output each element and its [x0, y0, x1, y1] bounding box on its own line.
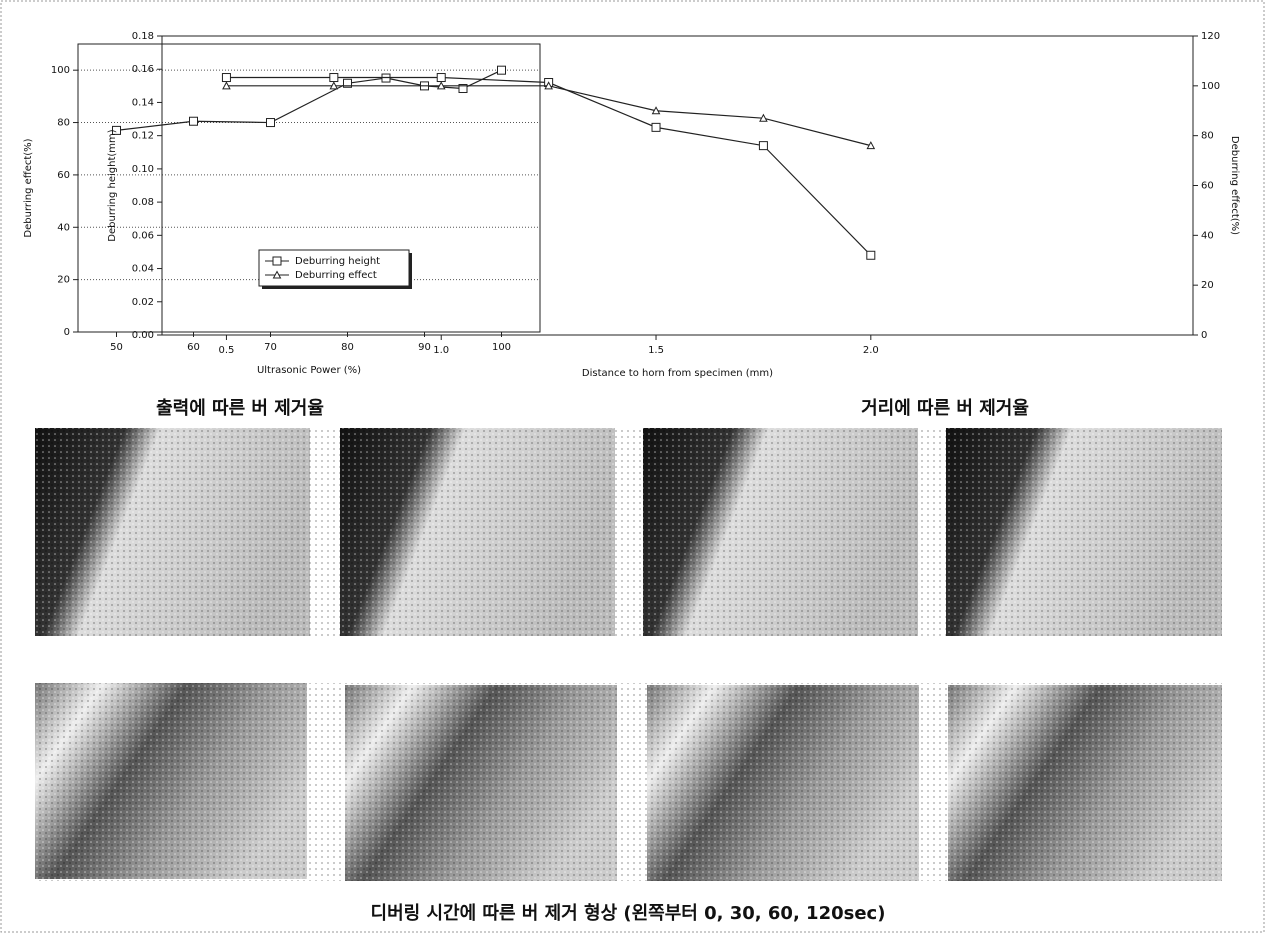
x-tick-label: 0.5: [218, 345, 234, 356]
data-line: [226, 76, 872, 256]
marker: [343, 78, 352, 88]
y-axis-label: Deburring height(mm): [107, 129, 118, 241]
y-tick-label: 0.18: [132, 31, 154, 42]
y-tick-label: 0.04: [132, 264, 154, 275]
marker: [544, 81, 553, 90]
legend-label: Deburring height: [295, 256, 380, 267]
y2-tick-label: 100: [1201, 81, 1220, 92]
marker: [436, 81, 446, 90]
y2-tick-label: 80: [1201, 131, 1214, 142]
marker: [759, 113, 768, 122]
marker: [266, 118, 275, 128]
y-tick-label: 0.10: [132, 164, 154, 175]
sem-texture: [35, 428, 1222, 636]
y2-axis-label: Deburring effect(%): [1229, 136, 1240, 235]
x-tick-label: 60: [187, 342, 200, 353]
sem-texture: [35, 683, 1222, 881]
y2-tick-label: 20: [1201, 280, 1214, 291]
marker: [112, 125, 121, 135]
y-tick-label: 0.12: [132, 131, 154, 142]
x-tick-label: 90: [418, 342, 431, 353]
y-tick-label: 0.02: [132, 297, 154, 308]
legend: [258, 249, 410, 287]
plot-frame: [161, 35, 1194, 336]
x-tick-label: 100: [492, 342, 511, 353]
y-tick-label: 0.06: [132, 230, 154, 241]
marker: [329, 81, 339, 90]
x-axis-label: Ultrasonic Power (%): [257, 365, 361, 376]
data-line: [116, 69, 502, 131]
y-tick-label: 100: [51, 65, 70, 76]
marker: [436, 73, 446, 83]
y-tick-label: 0.14: [132, 97, 154, 108]
marker: [458, 84, 468, 94]
marker: [866, 141, 876, 150]
y-tick-label: 20: [57, 275, 70, 286]
sem-images: [35, 428, 1222, 881]
x-tick-label: 1.5: [648, 345, 664, 356]
y2-tick-label: 0: [1201, 330, 1207, 341]
y-axis-label: Deburring effect(%): [23, 138, 34, 237]
y-tick-label: 40: [57, 222, 70, 233]
marker: [189, 116, 198, 126]
x-tick-label: 2.0: [863, 345, 879, 356]
marker: [497, 65, 506, 75]
marker: [222, 81, 231, 90]
y-tick-label: 60: [57, 170, 70, 181]
marker: [221, 73, 231, 83]
x-tick-label: 50: [110, 342, 123, 353]
marker: [758, 141, 768, 151]
marker: [272, 256, 282, 266]
figure-caption: 디버링 시간에 따른 버 제거 형상 (왼쪽부터 0, 30, 60, 120s…: [371, 903, 886, 924]
y-tick-label: 0.16: [132, 64, 154, 75]
marker: [651, 106, 661, 115]
plot-frame: [77, 43, 541, 333]
x-axis-label: Distance to horn from specimen (mm): [582, 368, 773, 379]
marker: [272, 270, 282, 279]
marker: [866, 250, 876, 260]
x-tick-label: 70: [264, 342, 277, 353]
legend-label: Deburring effect: [295, 270, 377, 281]
y2-tick-label: 120: [1201, 31, 1220, 42]
x-tick-label: 80: [341, 342, 354, 353]
y2-tick-label: 60: [1201, 181, 1214, 192]
data-line: [226, 85, 871, 147]
y-tick-label: 80: [57, 118, 70, 129]
caption: 출력에 따른 버 제거율: [156, 398, 324, 419]
caption: 거리에 따른 버 제거율: [861, 398, 1029, 419]
y2-tick-label: 40: [1201, 230, 1214, 241]
y-tick-label: 0.00: [132, 330, 154, 341]
x-tick-label: 1.0: [433, 345, 449, 356]
marker: [651, 122, 661, 132]
y-tick-label: 0: [64, 327, 70, 338]
y-tick-label: 0.08: [132, 197, 154, 208]
marker: [329, 73, 339, 83]
